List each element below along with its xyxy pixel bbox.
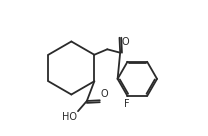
Text: F: F: [124, 99, 129, 109]
Text: HO: HO: [62, 112, 77, 122]
Text: O: O: [100, 89, 108, 99]
Text: O: O: [122, 37, 130, 47]
